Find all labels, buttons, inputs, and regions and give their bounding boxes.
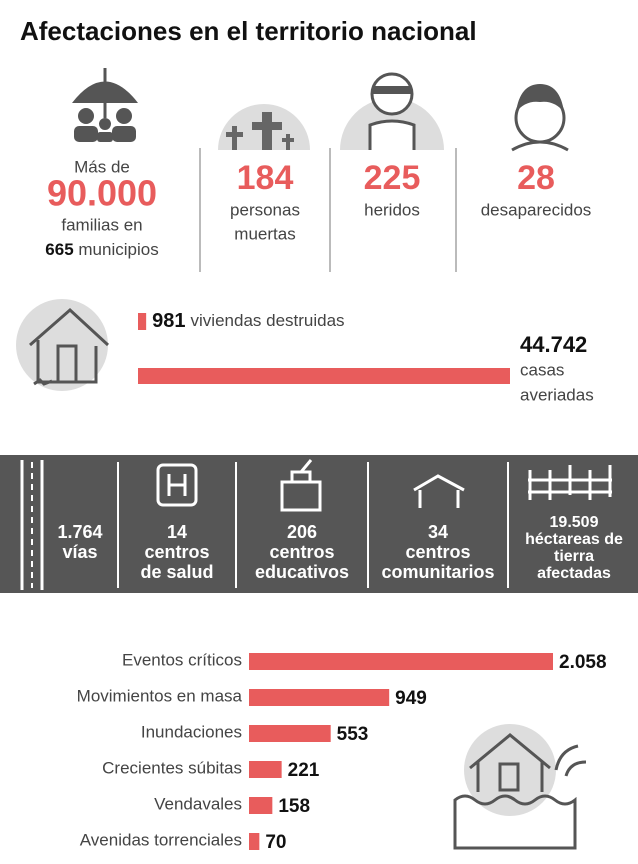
destroyed-text: 981 viviendas destruidas xyxy=(152,310,344,332)
infrastructure-label: héctareas de xyxy=(525,531,623,548)
infrastructure-label: comunitarios xyxy=(381,562,494,582)
category-label: Inundaciones xyxy=(141,722,242,741)
category-label: Avenidas torrenciales xyxy=(80,830,242,849)
value-label: 2.058 xyxy=(559,652,607,673)
bar xyxy=(249,797,273,814)
value-label: 158 xyxy=(278,796,310,817)
category-label: Vendavales xyxy=(154,794,242,813)
category-label: Crecientes súbitas xyxy=(102,758,242,777)
destroyed-label: viviendas destruidas xyxy=(191,311,345,330)
value-label: 553 xyxy=(337,724,369,745)
stat-label: desaparecidos xyxy=(481,200,592,219)
infrastructure-value: 14 xyxy=(167,522,187,542)
family-icon xyxy=(72,68,138,142)
value-label: 70 xyxy=(265,832,286,853)
municipality-count: 665 xyxy=(45,240,73,259)
category-label: Eventos críticos xyxy=(122,650,242,669)
families-line: familias en xyxy=(61,215,142,234)
bar xyxy=(249,689,390,706)
infrastructure-label: de salud xyxy=(140,562,213,582)
bar xyxy=(249,761,282,778)
infrastructure-band xyxy=(0,455,638,593)
damaged-label: averiadas xyxy=(520,385,594,404)
flood-house-icon xyxy=(453,724,587,850)
stat-value: 184 xyxy=(237,159,294,197)
infrastructure-label: tierra xyxy=(554,548,594,565)
infrastructure-label: vías xyxy=(62,542,97,562)
infrastructure-label: centros xyxy=(144,542,209,562)
stat-label: muertas xyxy=(234,224,295,243)
stat-label: heridos xyxy=(364,200,420,219)
house-icon xyxy=(16,299,110,391)
bar xyxy=(249,653,553,670)
municipalities: 665 municipios xyxy=(45,240,158,259)
damaged-label: casas xyxy=(520,360,564,379)
municipality-label: municipios xyxy=(78,240,158,259)
infrastructure-icons xyxy=(20,459,612,590)
families-pre: Más de xyxy=(74,157,130,176)
damaged-value: 44.742 xyxy=(520,332,587,357)
infrastructure-value: 19.509 xyxy=(550,514,599,531)
infrastructure-label: centros xyxy=(405,542,470,562)
value-label: 949 xyxy=(395,688,427,709)
value-label: 221 xyxy=(288,760,320,781)
infrastructure-dividers xyxy=(117,462,509,588)
bar xyxy=(249,725,331,742)
families-number: 90.000 xyxy=(47,173,157,214)
title: Afectaciones en el territorio nacional xyxy=(20,16,477,46)
infrastructure-label: educativos xyxy=(255,562,349,582)
bar xyxy=(138,313,147,330)
infrastructure-value: 34 xyxy=(428,522,448,542)
infrastructure-value: 1.764 xyxy=(57,522,102,542)
stat-icons xyxy=(218,72,569,152)
stat-value: 28 xyxy=(517,159,555,197)
category-label: Movimientos en masa xyxy=(77,686,243,705)
stat-label: personas xyxy=(230,200,300,219)
infrastructure-label: centros xyxy=(269,542,334,562)
stat-value: 225 xyxy=(364,159,421,197)
bar xyxy=(138,368,510,384)
bar xyxy=(249,833,260,850)
infrastructure-value: 206 xyxy=(287,522,317,542)
infrastructure-label: afectadas xyxy=(537,565,611,582)
destroyed-value: 981 xyxy=(152,310,185,332)
